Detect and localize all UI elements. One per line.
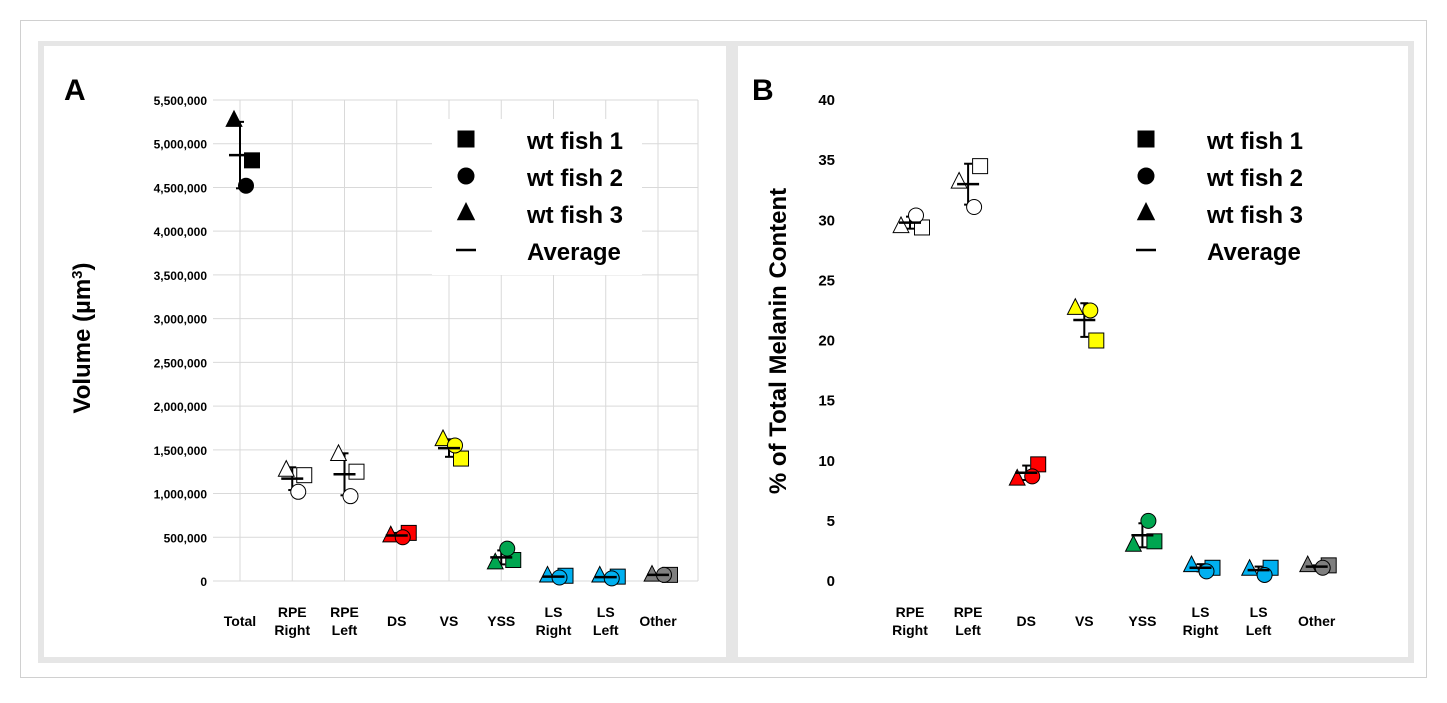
y-axis-label-main: Volume (µm — [69, 279, 96, 414]
y-tick-label: 3,500,000 — [154, 269, 208, 283]
point-square — [973, 159, 988, 174]
x-category-label: RPE — [278, 604, 307, 620]
x-category-label: Left — [1246, 622, 1272, 638]
x-category-label: LS — [1192, 604, 1210, 620]
point-square — [349, 464, 364, 479]
legend-label: wt fish 3 — [526, 202, 623, 229]
point-circle — [909, 208, 924, 223]
point-circle — [448, 438, 463, 453]
y-axis-label: Volume (µm3) — [69, 262, 97, 413]
panel-label: B — [752, 74, 774, 107]
panel-label: A — [64, 74, 86, 107]
y-axis-label-close: ) — [69, 262, 96, 270]
y-tick-label: 4,500,000 — [154, 181, 208, 195]
y-tick-label: 5 — [827, 513, 835, 530]
panel-a: 0 500,000 1,000,000 1,500,000 2,000,000 2,500… — [44, 46, 726, 657]
legend-label: wt fish 3 — [1206, 202, 1303, 229]
point-square — [297, 468, 312, 483]
y-tick-label: 25 — [818, 272, 835, 289]
x-category-label: Right — [536, 622, 572, 638]
legend-marker-square — [1138, 131, 1154, 147]
legend-label: Average — [527, 239, 621, 266]
y-tick-label: 0 — [200, 575, 207, 589]
legend-label: Average — [1207, 239, 1301, 266]
legend-label: wt fish 1 — [526, 128, 623, 155]
x-category-label: RPE — [330, 604, 359, 620]
panel-b: 0 5 10 15 20 25 30 35 40 B % of Total Melanin Cont… — [738, 46, 1408, 657]
point-circle — [291, 484, 306, 499]
y-tick-label: 0 — [827, 573, 835, 590]
legend-label: wt fish 2 — [526, 165, 623, 192]
legend-label: wt fish 1 — [1206, 128, 1303, 155]
y-axis-label: % of Total Melanin Content — [765, 188, 792, 494]
y-tick-label: 2,000,000 — [154, 400, 208, 414]
x-category-label: Total — [224, 613, 256, 629]
x-category-label: Left — [955, 622, 981, 638]
x-category-label: DS — [1016, 613, 1035, 629]
point-circle — [1141, 513, 1156, 528]
y-tick-label: 1,500,000 — [154, 444, 208, 458]
point-circle — [500, 541, 515, 556]
point-circle — [239, 178, 254, 193]
point-square — [1089, 333, 1104, 348]
point-circle — [1199, 564, 1214, 579]
y-tick-label: 2,500,000 — [154, 356, 208, 370]
x-category-label: Other — [639, 613, 677, 629]
x-category-label: Right — [892, 622, 928, 638]
x-category-label: RPE — [954, 604, 983, 620]
y-tick-label: 500,000 — [164, 531, 208, 545]
x-category-label: RPE — [896, 604, 925, 620]
x-category-label: YSS — [1128, 613, 1156, 629]
x-category-label: Right — [274, 622, 310, 638]
point-circle — [1025, 469, 1040, 484]
y-tick-label: 4,000,000 — [154, 225, 208, 239]
point-circle — [395, 530, 410, 545]
point-circle — [967, 200, 982, 215]
y-tick-label: 3,000,000 — [154, 313, 208, 327]
point-circle — [343, 489, 358, 504]
x-category-label: YSS — [487, 613, 515, 629]
x-category-label: Right — [1183, 622, 1219, 638]
x-category-label: Left — [332, 622, 358, 638]
y-tick-label: 20 — [818, 333, 835, 350]
legend-marker-square — [458, 131, 474, 147]
legend-marker-circle — [1138, 168, 1154, 184]
legend-label: wt fish 2 — [1206, 165, 1303, 192]
x-category-label: DS — [387, 613, 406, 629]
y-tick-label: 35 — [818, 152, 835, 169]
x-category-label: Other — [1298, 613, 1336, 629]
x-category-label: VS — [1075, 613, 1094, 629]
point-circle — [1083, 303, 1098, 318]
point-circle — [604, 571, 619, 586]
legend-marker-circle — [458, 168, 474, 184]
x-category-label: LS — [1250, 604, 1268, 620]
x-category-label: LS — [545, 604, 563, 620]
y-tick-label: 5,000,000 — [154, 138, 208, 152]
x-category-label: Left — [593, 622, 619, 638]
x-category-label: VS — [440, 613, 459, 629]
y-tick-label: 10 — [818, 453, 835, 470]
y-tick-label: 40 — [818, 92, 835, 109]
x-category-label: LS — [597, 604, 615, 620]
y-tick-label: 15 — [818, 393, 835, 410]
y-axis-label-sup: 3 — [69, 270, 86, 278]
y-tick-label: 5,500,000 — [154, 94, 208, 108]
y-tick-label: 1,000,000 — [154, 488, 208, 502]
y-tick-label: 30 — [818, 212, 835, 229]
